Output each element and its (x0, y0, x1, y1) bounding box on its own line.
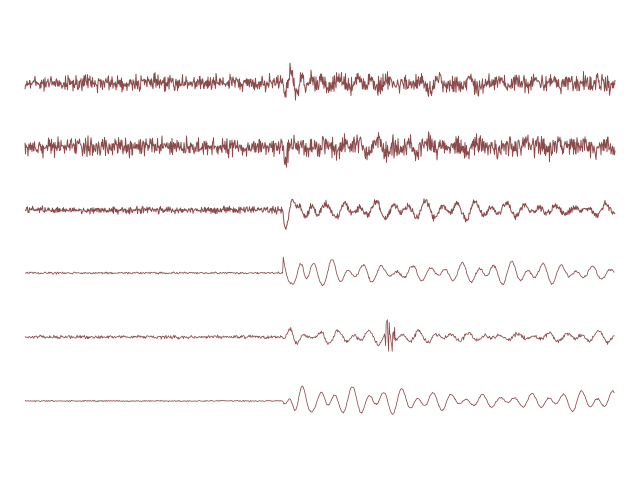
waveform-trace (24, 319, 615, 352)
waveform-trace (25, 256, 615, 287)
waveform-trace (24, 131, 616, 168)
waveform-trace (24, 198, 616, 230)
waveform-trace (24, 62, 616, 101)
waveform-trace (24, 385, 615, 415)
traces (24, 62, 616, 415)
